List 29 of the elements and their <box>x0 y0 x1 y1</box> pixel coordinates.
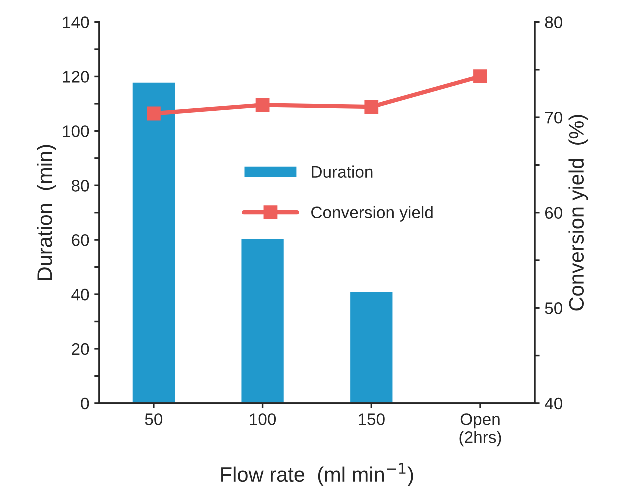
y-tick-label: 100 <box>63 126 90 138</box>
y-tick-label: 120 <box>63 71 90 83</box>
y-axis-title: Duration (min) <box>37 145 56 280</box>
y2-tick-label: 50 <box>545 302 563 314</box>
point <box>147 106 161 121</box>
y-tick-label: 40 <box>72 288 90 301</box>
legend-label: Conversion yield <box>312 206 433 222</box>
x-axis-title: Flow rate (ml min$^{−1}$) <box>222 463 414 486</box>
y2-axis-title: Conversion yield (%) <box>568 115 588 311</box>
point <box>364 100 379 114</box>
y2-tick-label: 70 <box>545 112 563 124</box>
x-tick-label: Open (2hrs) <box>460 414 502 447</box>
y2-tick-label: 60 <box>545 207 563 220</box>
y2-tick-label: 40 <box>545 398 563 410</box>
point <box>474 70 488 84</box>
x-tick-label: 100 <box>250 414 276 426</box>
y-tick-label: 0 <box>81 398 90 410</box>
legend-label: Duration <box>312 166 373 178</box>
y-tick-label: 80 <box>72 180 90 192</box>
y-tick-label: 20 <box>72 343 90 356</box>
y-tick-label: 60 <box>72 234 90 246</box>
x-tick-label: 150 <box>359 414 385 426</box>
bar <box>240 238 286 404</box>
y2-tick-label: 80 <box>545 16 563 28</box>
x-tick-label: 50 <box>145 414 163 426</box>
bar <box>131 81 176 404</box>
point <box>256 98 270 112</box>
y-tick-label: 140 <box>63 16 90 28</box>
bar <box>349 291 394 404</box>
